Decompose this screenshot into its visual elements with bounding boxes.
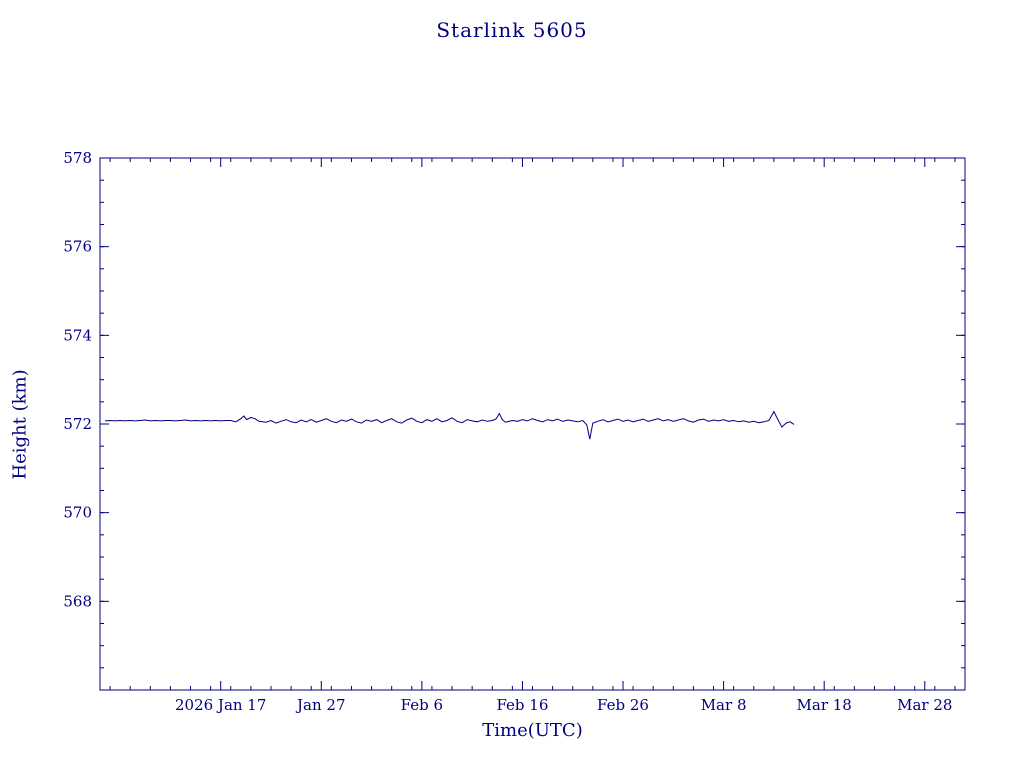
y-tick-label: 570 [63,504,92,522]
y-tick-label: 572 [63,415,92,433]
x-tick-label: Jan 27 [295,696,345,714]
x-tick-label: Feb 6 [401,696,443,714]
x-tick-label: Mar 28 [897,696,952,714]
x-tick-label: Mar 18 [797,696,852,714]
y-tick-label: 576 [63,238,92,256]
chart-title: Starlink 5605 [436,18,588,42]
y-tick-label: 578 [63,149,92,167]
x-tick-label: Mar 8 [701,696,747,714]
x-tick-label: 2026 Jan 17 [175,696,266,714]
plot-frame [99,157,966,691]
x-tick-label: Feb 26 [597,696,649,714]
x-tick-label: Feb 16 [496,696,548,714]
y-tick-label: 574 [63,326,92,344]
data-line-height [104,410,795,440]
y-tick-label: 568 [63,592,92,610]
x-axis-label: Time(UTC) [482,720,583,741]
